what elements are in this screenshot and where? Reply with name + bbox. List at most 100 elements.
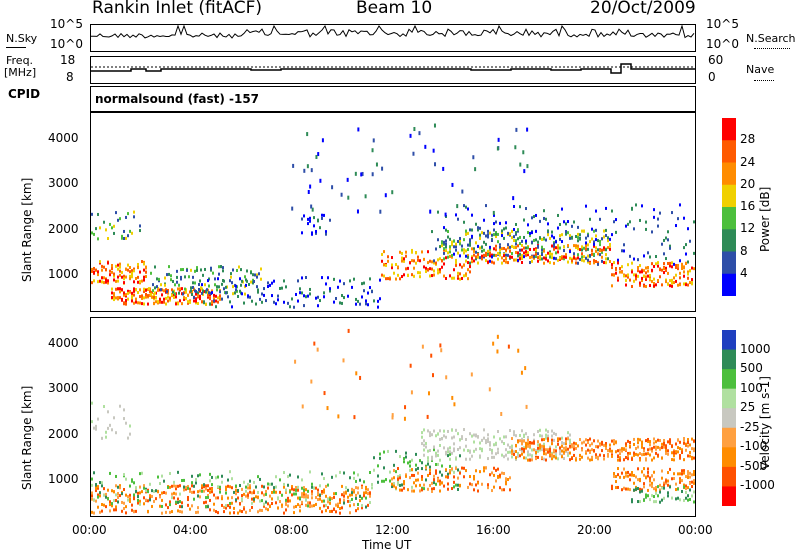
velocity-cell (323, 477, 325, 481)
power-cell (123, 302, 125, 306)
power-cell (517, 237, 519, 241)
power-cell (180, 275, 182, 279)
velocity-cell (495, 468, 497, 472)
velocity-cell (663, 481, 665, 485)
power-cell (579, 237, 581, 241)
velocity-cell (395, 486, 397, 490)
power-cell (323, 291, 325, 295)
power-cell (485, 242, 487, 246)
velocity-cell (493, 443, 495, 447)
power-cell (611, 209, 613, 213)
power-cell (411, 273, 413, 277)
velocity-cell (159, 495, 161, 499)
velocity-cell (457, 447, 459, 451)
power-cell (243, 301, 245, 305)
power-cell (485, 253, 487, 257)
velocity-cell (123, 417, 125, 421)
velocity-cell (473, 474, 475, 478)
power-cell (201, 283, 203, 287)
power-cell (583, 259, 585, 263)
power-cell (505, 248, 507, 252)
velocity-cell (635, 447, 637, 451)
velocity-cell (445, 452, 447, 456)
velocity-cell (569, 433, 571, 437)
colorbar-swatch (722, 330, 736, 351)
power-cell (675, 279, 677, 283)
power-cell (231, 305, 233, 309)
velocity-cell (637, 445, 639, 449)
power-cell (123, 277, 125, 281)
power-cell (525, 250, 527, 254)
velocity-cell (411, 473, 413, 477)
power-cell (657, 224, 659, 228)
power-cell (565, 253, 567, 257)
power-cell (91, 269, 93, 273)
velocity-cell (683, 437, 685, 441)
velocity-cell (365, 485, 367, 489)
colorbar-tick-label: -500 (740, 458, 768, 473)
velocity-cell (505, 480, 507, 484)
power-cell (526, 164, 529, 169)
power-cell (495, 248, 497, 252)
power-cell (137, 266, 139, 270)
velocity-cell (439, 482, 441, 486)
velocity-cell (433, 478, 435, 482)
velocity-cell (619, 452, 621, 456)
velocity-cell (377, 480, 379, 484)
power-cell (665, 280, 667, 284)
power-cell (575, 244, 577, 248)
velocity-cell (619, 448, 621, 452)
power-cell (517, 254, 519, 258)
velocity-cell (413, 489, 415, 493)
power-cell (216, 285, 218, 289)
nsky-tick-top: 10^5 (50, 17, 83, 31)
power-cell (173, 295, 175, 299)
velocity-cell (605, 444, 607, 448)
power-cell (467, 268, 469, 272)
velocity-cell (499, 475, 501, 479)
power-cell (537, 259, 539, 263)
power-cell (683, 282, 685, 286)
power-cell (347, 294, 349, 298)
velocity-cell (101, 484, 103, 488)
velocity-cell (591, 442, 593, 446)
velocity-cell (347, 495, 349, 499)
velocity-cell (105, 505, 107, 509)
velocity-cell (333, 507, 335, 511)
velocity-cell (524, 366, 527, 371)
velocity-cell (369, 494, 371, 498)
velocity-cell (649, 440, 651, 444)
velocity-cell (399, 474, 401, 478)
velocity-cell (643, 485, 645, 489)
velocity-cell (631, 498, 633, 502)
velocity-cell (401, 488, 403, 492)
power-cell (663, 271, 665, 275)
power-cell (595, 238, 597, 242)
power-cell (635, 203, 637, 207)
power-cell (633, 257, 635, 261)
power-cell (168, 272, 170, 276)
power-cell (198, 283, 200, 287)
power-cell (117, 218, 119, 222)
velocity-cell (301, 478, 303, 482)
power-cell (467, 248, 469, 252)
power-cell (641, 276, 643, 280)
velocity-cell (227, 478, 229, 482)
velocity-cell (319, 497, 321, 501)
power-cell (573, 252, 575, 256)
power-cell (593, 240, 595, 244)
power-cell (208, 291, 210, 295)
velocity-cell (487, 433, 489, 437)
velocity-cell (637, 441, 639, 445)
velocity-cell (117, 492, 119, 496)
power-cell (185, 297, 187, 301)
velocity-cell (125, 505, 127, 509)
power-cell (196, 268, 198, 272)
velocity-cell (559, 446, 561, 450)
velocity-cell (353, 503, 355, 507)
velocity-cell (565, 446, 567, 450)
power-cell (435, 261, 437, 265)
velocity-cell (569, 441, 571, 445)
power-cell (653, 281, 655, 285)
velocity-cell (409, 363, 412, 368)
